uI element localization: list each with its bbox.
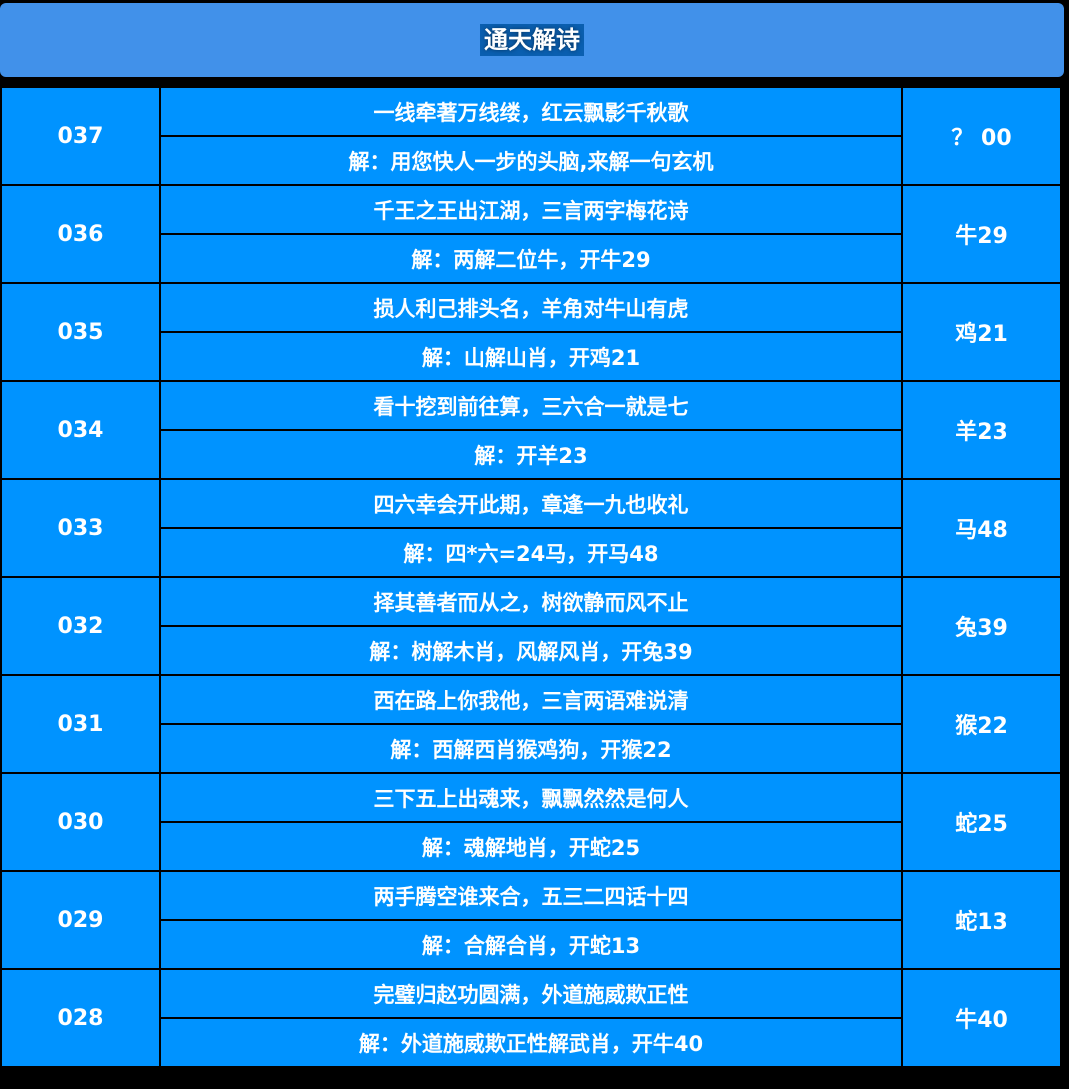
- answer: 猴22: [901, 674, 1062, 774]
- table-row-solution: 解：用您快人一步的头脑,来解一句玄机: [1, 135, 1061, 186]
- solution-text: 解：合解合肖，开蛇13: [159, 919, 903, 970]
- poem-text: 千王之王出江湖，三言两字梅花诗: [159, 184, 903, 235]
- issue-number: 030: [0, 772, 161, 872]
- table-row: 028 完璧归赵功圆满，外道施威欺正性 牛40: [0, 968, 1062, 1068]
- answer: 鸡21: [901, 282, 1062, 382]
- solution-text: 解：树解木肖，风解风肖，开兔39: [159, 625, 903, 676]
- issue-number: 029: [0, 870, 161, 970]
- issue-number: 031: [0, 674, 161, 774]
- issue-number: 034: [0, 380, 161, 480]
- table-row-solution: 解：西解西肖猴鸡狗，开猴22: [1, 723, 1061, 774]
- poem-text: 四六幸会开此期，章逢一九也收礼: [159, 478, 903, 529]
- table-row: 037 一线牵著万线缕，红云飘影千秋歌 ？ 00: [0, 86, 1062, 186]
- issue-number: 032: [0, 576, 161, 676]
- table-row-solution: 解：山解山肖，开鸡21: [1, 331, 1061, 382]
- poem-table: 037 一线牵著万线缕，红云飘影千秋歌 ？ 00 解：用您快人一步的头脑,来解一…: [0, 86, 1062, 1068]
- issue-number: 028: [0, 968, 161, 1068]
- table-row-solution: 解：外道施威欺正性解武肖，开牛40: [1, 1017, 1061, 1068]
- solution-text: 解：山解山肖，开鸡21: [159, 331, 903, 382]
- table-row-solution: 解：两解二位牛，开牛29: [1, 233, 1061, 284]
- solution-text: 解：两解二位牛，开牛29: [159, 233, 903, 284]
- issue-number: 035: [0, 282, 161, 382]
- poem-text: 完璧归赵功圆满，外道施威欺正性: [159, 968, 903, 1019]
- solution-text: 解：开羊23: [159, 429, 903, 480]
- table-row-solution: 解：魂解地肖，开蛇25: [1, 821, 1061, 872]
- answer: 兔39: [901, 576, 1062, 676]
- table-row: 031 西在路上你我他，三言两语难说清 猴22: [0, 674, 1062, 774]
- answer: 蛇25: [901, 772, 1062, 872]
- solution-text: 解：外道施威欺正性解武肖，开牛40: [159, 1017, 903, 1068]
- table-row: 029 两手腾空谁来合，五三二四话十四 蛇13: [0, 870, 1062, 970]
- poem-text: 西在路上你我他，三言两语难说清: [159, 674, 903, 725]
- solution-text: 解：魂解地肖，开蛇25: [159, 821, 903, 872]
- answer: 牛29: [901, 184, 1062, 284]
- table-row-solution: 解：四*六=24马，开马48: [1, 527, 1061, 578]
- table-row: 036 千王之王出江湖，三言两字梅花诗 牛29: [0, 184, 1062, 284]
- table-row-solution: 解：开羊23: [1, 429, 1061, 480]
- table-row: 030 三下五上出魂来，飘飘然然是何人 蛇25: [0, 772, 1062, 872]
- table-row-solution: 解：合解合肖，开蛇13: [1, 919, 1061, 970]
- answer: 羊23: [901, 380, 1062, 480]
- solution-text: 解：四*六=24马，开马48: [159, 527, 903, 578]
- table-row: 032 择其善者而从之，树欲静而风不止 兔39: [0, 576, 1062, 676]
- poem-text: 择其善者而从之，树欲静而风不止: [159, 576, 903, 627]
- table-row: 035 损人利己排头名，羊角对牛山有虎 鸡21: [0, 282, 1062, 382]
- page-title: 通天解诗: [480, 24, 584, 56]
- answer: 牛40: [901, 968, 1062, 1068]
- solution-text: 解：用您快人一步的头脑,来解一句玄机: [159, 135, 903, 186]
- poem-text: 两手腾空谁来合，五三二四话十四: [159, 870, 903, 921]
- table-row-solution: 解：树解木肖，风解风肖，开兔39: [1, 625, 1061, 676]
- issue-number: 033: [0, 478, 161, 578]
- page-header: 通天解诗: [0, 3, 1064, 77]
- issue-number: 036: [0, 184, 161, 284]
- poem-text: 损人利己排头名，羊角对牛山有虎: [159, 282, 903, 333]
- answer: ？ 00: [901, 86, 1062, 186]
- table-row: 034 看十挖到前往算，三六合一就是七 羊23: [0, 380, 1062, 480]
- table-row: 033 四六幸会开此期，章逢一九也收礼 马48: [0, 478, 1062, 578]
- answer: 马48: [901, 478, 1062, 578]
- answer: 蛇13: [901, 870, 1062, 970]
- poem-text: 三下五上出魂来，飘飘然然是何人: [159, 772, 903, 823]
- solution-text: 解：西解西肖猴鸡狗，开猴22: [159, 723, 903, 774]
- poem-text: 看十挖到前往算，三六合一就是七: [159, 380, 903, 431]
- poem-text: 一线牵著万线缕，红云飘影千秋歌: [159, 86, 903, 137]
- issue-number: 037: [0, 86, 161, 186]
